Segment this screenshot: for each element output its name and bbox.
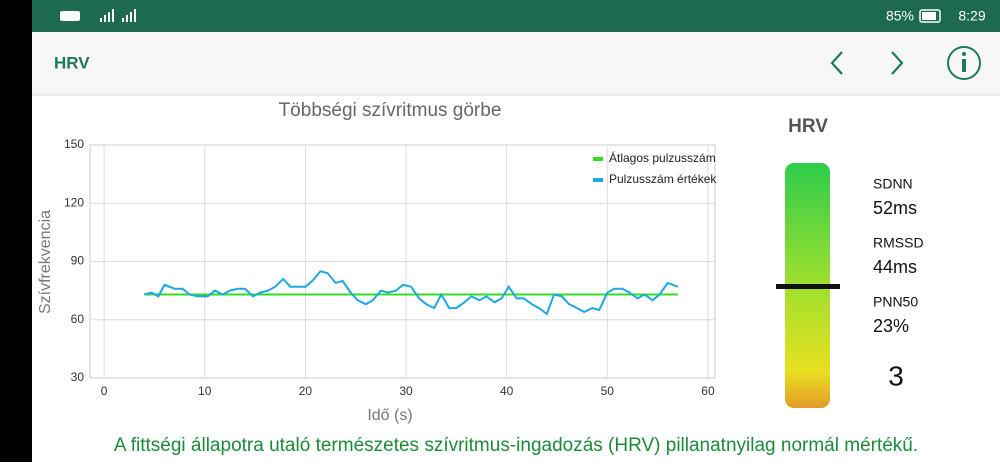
battery-level [922, 12, 936, 20]
hrv-level: 3 [888, 360, 904, 391]
hrv-title: HRV [788, 116, 828, 137]
metric-label: SDNN [873, 176, 913, 192]
x-tick-label: 60 [701, 384, 715, 398]
y-tick-label: 60 [71, 312, 85, 326]
prev-button[interactable] [830, 51, 843, 75]
app-bar [32, 32, 1000, 95]
legend-label: Átlagos pulzusszám [609, 150, 716, 165]
gauge-marker [776, 284, 840, 289]
x-tick-label: 30 [399, 384, 413, 398]
left-edge [0, 0, 32, 462]
x-tick-label: 20 [299, 384, 313, 398]
chart-title: Többségi szívritmus görbe [279, 100, 502, 121]
metric-label: PNN50 [873, 294, 918, 310]
y-axis-label: Szívfrekvencia [37, 210, 54, 314]
legend-swatch [593, 157, 603, 161]
app-title: HRV [54, 53, 90, 72]
x-tick-label: 50 [601, 384, 615, 398]
battery-text: 85% [886, 8, 914, 24]
battery-icon [919, 9, 941, 23]
y-tick-label: 150 [64, 137, 84, 151]
status-bar [32, 0, 1000, 32]
x-tick-label: 40 [500, 384, 514, 398]
clock: 8:29 [958, 8, 985, 24]
footer-text: A fittségi állapotra utaló természetes s… [114, 435, 918, 456]
next-button[interactable] [891, 51, 904, 75]
info-button[interactable] [947, 46, 981, 80]
y-tick-label: 30 [71, 370, 85, 384]
y-tick-label: 120 [64, 195, 84, 209]
metric-value: 44ms [873, 257, 917, 277]
x-tick-label: 10 [198, 384, 212, 398]
metric-label: RMSSD [873, 235, 924, 251]
chart: Többségi szívritmus görbe Idő (s) Szívfr… [37, 100, 717, 424]
plot-frame [89, 144, 716, 379]
metric-value: 52ms [873, 198, 917, 218]
legend-swatch [593, 178, 603, 182]
metrics: SDNN 52ms RMSSD 44ms PNN50 23% [873, 176, 924, 336]
legend-label: Pulzusszám értékek [609, 172, 717, 186]
x-axis-label: Idő (s) [367, 407, 412, 424]
y-tick-label: 90 [71, 254, 85, 268]
metric-value: 23% [873, 316, 909, 336]
series-line [144, 270, 679, 316]
signal-icons [60, 9, 136, 22]
x-tick-label: 0 [101, 384, 108, 398]
